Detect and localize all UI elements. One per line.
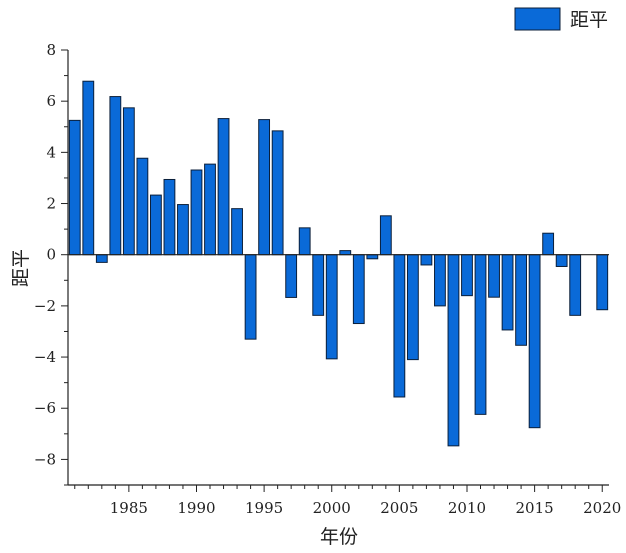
bar-2009 — [447, 254, 460, 447]
bar-1988 — [163, 178, 176, 256]
bar-1990 — [190, 169, 203, 256]
y-tick-label: −2 — [34, 297, 56, 315]
bars-group — [68, 80, 609, 447]
bar-2020 — [596, 254, 609, 311]
bar-2013 — [501, 254, 514, 331]
bar-1995 — [258, 119, 271, 256]
bar-1991 — [204, 163, 216, 256]
y-tick-label: 8 — [46, 41, 56, 59]
bar-1987 — [150, 194, 162, 256]
x-tick-label: 2000 — [313, 499, 351, 517]
bar-2012 — [488, 254, 500, 298]
bar-1985 — [122, 107, 135, 256]
x-tick-label: 2005 — [380, 499, 418, 517]
x-tick-label: 1990 — [177, 499, 215, 517]
bar-2010 — [461, 254, 473, 297]
x-tick-label: 2010 — [448, 499, 486, 517]
axes-group — [67, 50, 609, 486]
x-tick-label: 2020 — [583, 499, 621, 517]
bar-2008 — [434, 254, 446, 307]
bar-2011 — [474, 254, 487, 415]
legend[interactable]: 距平 — [514, 7, 608, 31]
bar-1982 — [82, 80, 95, 256]
bar-2017 — [555, 254, 568, 267]
legend-swatch — [514, 7, 561, 31]
y-tick-label: 0 — [46, 246, 56, 264]
y-axis-title: 距平 — [10, 249, 32, 287]
bar-1997 — [285, 254, 298, 298]
x-axis-title: 年份 — [320, 526, 358, 548]
bar-2003 — [366, 254, 379, 260]
bar-1998 — [298, 227, 311, 256]
x-tick-label: 2015 — [516, 499, 554, 517]
bar-2001 — [339, 250, 352, 256]
y-tick-label: 2 — [46, 195, 56, 213]
x-tick-label: 1995 — [245, 499, 283, 517]
y-tick-label: −8 — [34, 450, 56, 468]
bar-2014 — [515, 254, 527, 346]
bar-2016 — [542, 232, 555, 256]
y-tick-label: 4 — [46, 143, 56, 161]
bar-2018 — [569, 254, 582, 316]
bar-2007 — [420, 254, 433, 266]
y-tick-label: −4 — [34, 348, 56, 366]
bar-2002 — [352, 254, 365, 325]
bar-2005 — [393, 254, 406, 398]
bar-1996 — [271, 130, 284, 256]
bar-1981 — [68, 119, 81, 256]
bar-1989 — [177, 204, 189, 256]
bar-1993 — [231, 208, 243, 256]
x-tick-label: 1985 — [110, 499, 148, 517]
bar-1994 — [244, 254, 257, 340]
bar-1986 — [136, 157, 149, 256]
bar-2000 — [325, 254, 338, 360]
ticks-group: −8 −6 −4 −2 0 2 4 6 8 1985 1990 1995 2000 2005 2010 201… — [34, 41, 621, 517]
y-tick-label: −6 — [34, 399, 56, 417]
y-tick-label: 6 — [46, 92, 56, 110]
bar-1992 — [217, 118, 230, 256]
bar-1983 — [95, 254, 108, 263]
bar-1984 — [109, 96, 122, 256]
bar-2006 — [406, 254, 419, 361]
bar-1999 — [312, 254, 325, 316]
legend-label: 距平 — [570, 9, 608, 31]
bar-2015 — [528, 254, 541, 429]
bar-2004 — [379, 215, 392, 256]
